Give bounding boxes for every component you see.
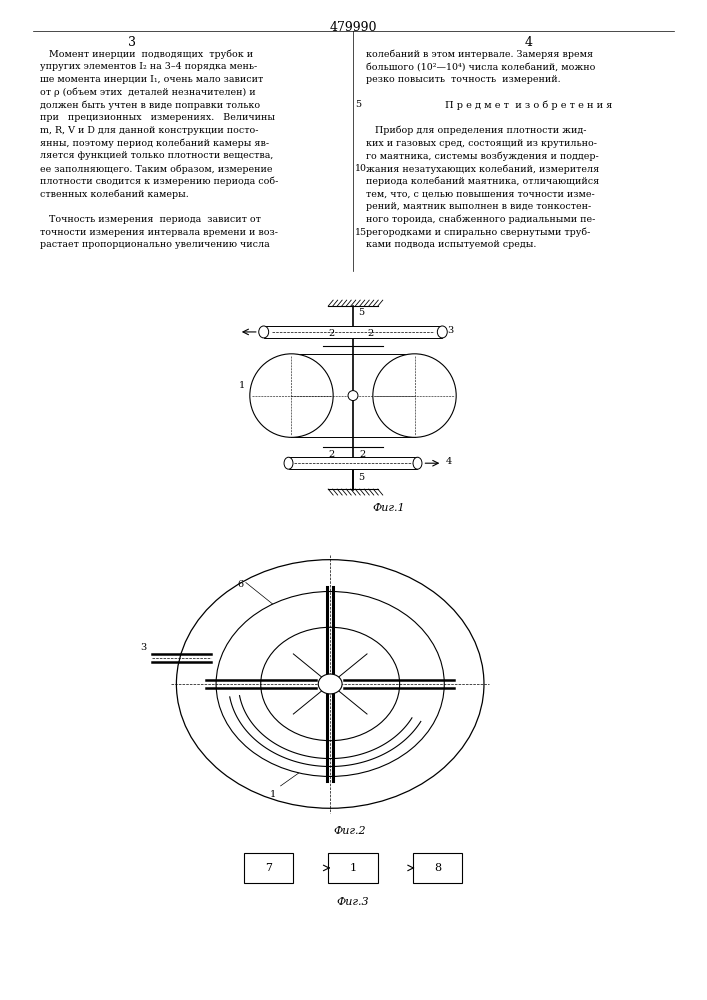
Text: большого (10²—10⁴) числа колебаний, можно: большого (10²—10⁴) числа колебаний, можн… [366, 62, 595, 71]
Circle shape [373, 354, 456, 437]
Text: рений, маятник выполнен в виде тонкостен-: рений, маятник выполнен в виде тонкостен… [366, 202, 591, 211]
Text: плотности сводится к измерению периода соб-: плотности сводится к измерению периода с… [40, 177, 279, 186]
Text: регородками и спирально свернутыми труб-: регородками и спирально свернутыми труб- [366, 228, 590, 237]
Text: растает пропорционально увеличению числа: растает пропорционально увеличению числа [40, 240, 270, 249]
Ellipse shape [318, 674, 342, 694]
Text: 2: 2 [328, 450, 334, 459]
Text: резко повысить  точность  измерений.: резко повысить точность измерений. [366, 75, 561, 84]
Text: упругих элементов I₂ на 3–4 порядка мень-: упругих элементов I₂ на 3–4 порядка мень… [40, 62, 258, 71]
Text: 5: 5 [358, 473, 364, 482]
Text: жания незатухающих колебаний, измерителя: жания незатухающих колебаний, измерителя [366, 164, 599, 174]
Text: Прибор для определения плотности жид-: Прибор для определения плотности жид- [366, 126, 586, 135]
Text: Точность измерения  периода  зависит от: Точность измерения периода зависит от [40, 215, 262, 224]
Text: от ρ (объем этих  деталей незначителен) и: от ρ (объем этих деталей незначителен) и [40, 88, 256, 97]
Text: 7: 7 [265, 863, 272, 873]
Ellipse shape [438, 326, 448, 338]
Text: П р е д м е т  и з о б р е т е н и я: П р е д м е т и з о б р е т е н и я [445, 100, 612, 110]
Text: го маятника, системы возбуждения и поддер-: го маятника, системы возбуждения и подде… [366, 151, 599, 161]
Text: 15: 15 [355, 228, 367, 237]
Ellipse shape [413, 457, 422, 469]
Text: 5: 5 [355, 100, 361, 109]
Bar [244, 853, 293, 883]
Text: 2: 2 [328, 329, 334, 338]
Circle shape [348, 391, 358, 401]
Text: периода колебаний маятника, отличающийся: периода колебаний маятника, отличающийся [366, 177, 599, 186]
Text: 3: 3 [448, 326, 453, 335]
Text: ее заполняющего. Таким образом, измерение: ее заполняющего. Таким образом, измерени… [40, 164, 273, 174]
Text: 1: 1 [238, 381, 245, 390]
Text: Фиг.2: Фиг.2 [334, 826, 366, 836]
Text: 2: 2 [342, 659, 349, 668]
Circle shape [250, 354, 333, 437]
Text: тем, что, с целью повышения точности изме-: тем, что, с целью повышения точности изм… [366, 190, 595, 199]
Ellipse shape [261, 627, 399, 741]
Bar [264, 326, 443, 338]
Text: m, R, V и D для данной конструкции посто-: m, R, V и D для данной конструкции посто… [40, 126, 259, 135]
Text: Фиг.1: Фиг.1 [373, 503, 406, 513]
Text: янны, поэтому период колебаний камеры яв-: янны, поэтому период колебаний камеры яв… [40, 139, 269, 148]
Bar [412, 853, 462, 883]
Text: точности измерения интервала времени и воз-: точности измерения интервала времени и в… [40, 228, 279, 237]
Text: 6: 6 [238, 580, 244, 589]
Text: 2: 2 [368, 329, 374, 338]
Text: 2: 2 [360, 450, 366, 459]
Text: ляется функцией только плотности вещества,: ляется функцией только плотности веществ… [40, 151, 274, 160]
Text: ственных колебаний камеры.: ственных колебаний камеры. [40, 190, 189, 199]
Text: Фиг.3: Фиг.3 [337, 897, 369, 907]
Ellipse shape [259, 326, 269, 338]
Text: ких и газовых сред, состоящий из крутильно-: ких и газовых сред, состоящий из крутиль… [366, 139, 597, 148]
Text: должен быть учтен в виде поправки только: должен быть учтен в виде поправки только [40, 100, 261, 110]
Text: 1: 1 [349, 863, 356, 873]
Text: при   прецизионных   измерениях.   Величины: при прецизионных измерениях. Величины [40, 113, 276, 122]
Text: колебаний в этом интервале. Замеряя время: колебаний в этом интервале. Замеряя врем… [366, 50, 593, 59]
Text: 10: 10 [355, 164, 367, 173]
Text: 2: 2 [358, 639, 364, 648]
Ellipse shape [177, 560, 484, 808]
Bar [328, 853, 378, 883]
Text: ного тороида, снабженного радиальными пе-: ного тороида, снабженного радиальными пе… [366, 215, 595, 224]
Text: Момент инерции  подводящих  трубок и: Момент инерции подводящих трубок и [40, 50, 254, 59]
Text: 3: 3 [128, 36, 136, 49]
Text: 3: 3 [141, 643, 146, 652]
Text: 479990: 479990 [329, 21, 377, 34]
Text: ше момента инерции I₁, очень мало зависит: ше момента инерции I₁, очень мало зависи… [40, 75, 264, 84]
Text: ками подвода испытуемой среды.: ками подвода испытуемой среды. [366, 240, 537, 249]
Text: 8: 8 [434, 863, 441, 873]
Ellipse shape [216, 591, 444, 776]
Text: 1: 1 [269, 790, 276, 799]
Text: 4: 4 [525, 36, 532, 49]
Text: 4: 4 [445, 457, 452, 466]
Text: 5: 5 [358, 308, 364, 317]
Bar [288, 457, 418, 469]
Ellipse shape [284, 457, 293, 469]
